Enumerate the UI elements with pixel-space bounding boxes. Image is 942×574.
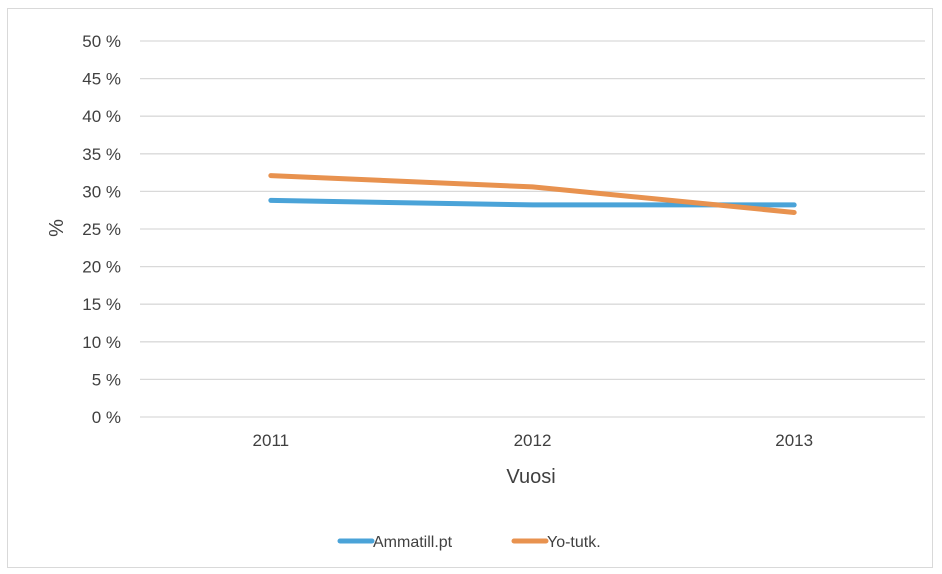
- y-tick-label: 20 %: [82, 258, 121, 277]
- legend: Ammatill.pt Yo-tutk.: [337, 534, 601, 551]
- y-tick-label: 30 %: [82, 182, 121, 201]
- x-tick-label: 2012: [514, 431, 552, 450]
- y-tick-label: 45 %: [82, 70, 121, 89]
- y-tick-label: 25 %: [82, 220, 121, 239]
- gridlines: [140, 40, 925, 418]
- y-tick-label: 0 %: [92, 408, 121, 427]
- y-tick-label: 15 %: [82, 295, 121, 314]
- y-tick-labels: 0 % 5 % 10 % 15 % 20 % 25 % 30 % 35 % 40 % 45 % 50…: [82, 32, 121, 427]
- y-tick-label: 40 %: [82, 107, 121, 126]
- y-tick-label: 35 %: [82, 145, 121, 164]
- x-axis-title: Vuosi: [506, 466, 555, 488]
- y-axis-title: %: [46, 219, 68, 237]
- y-tick-label: 5 %: [92, 370, 121, 389]
- legend-label: Ammatill.pt: [373, 534, 453, 551]
- y-tick-label: 50 %: [82, 32, 121, 51]
- x-tick-label: 2011: [253, 431, 290, 450]
- chart-frame: [7, 8, 933, 568]
- legend-label: Yo-tutk.: [547, 534, 601, 551]
- series-lines: [268, 173, 797, 215]
- x-tick-labels: 2011 2012 2013: [253, 431, 814, 450]
- x-tick-label: 2013: [775, 431, 813, 450]
- y-tick-label: 10 %: [82, 333, 121, 352]
